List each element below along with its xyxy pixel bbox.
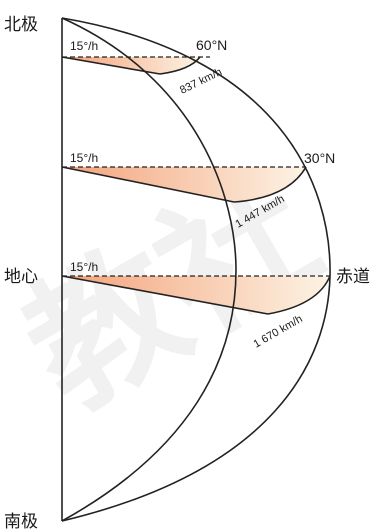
label-lat-60n: 60°N <box>196 37 227 53</box>
globe-outline <box>61 17 331 522</box>
rotated-radius-30n <box>61 166 235 203</box>
arc-60n <box>159 56 201 75</box>
rotated-radius-equator <box>61 275 269 315</box>
sector-60n <box>62 57 200 74</box>
label-north-pole: 北极 <box>4 15 38 35</box>
label-lat-30n: 30°N <box>304 150 335 166</box>
rotated-meridian <box>61 17 237 522</box>
angular-speed-30n: 15°/h <box>70 151 98 165</box>
angular-speed-60n: 15°/h <box>70 39 98 53</box>
arc-equator <box>267 275 331 315</box>
label-south-pole: 南极 <box>4 512 38 531</box>
angular-speed-equator: 15°/h <box>70 260 98 274</box>
sector-equator <box>62 276 330 314</box>
sector-30n <box>62 167 306 202</box>
label-earth-center: 地心 <box>4 267 38 287</box>
linear-speed-60n: 837 km/h <box>178 66 224 97</box>
arc-30n <box>233 166 307 203</box>
rotated-radius-60n <box>61 56 161 75</box>
label-equator: 赤道 <box>336 267 370 287</box>
